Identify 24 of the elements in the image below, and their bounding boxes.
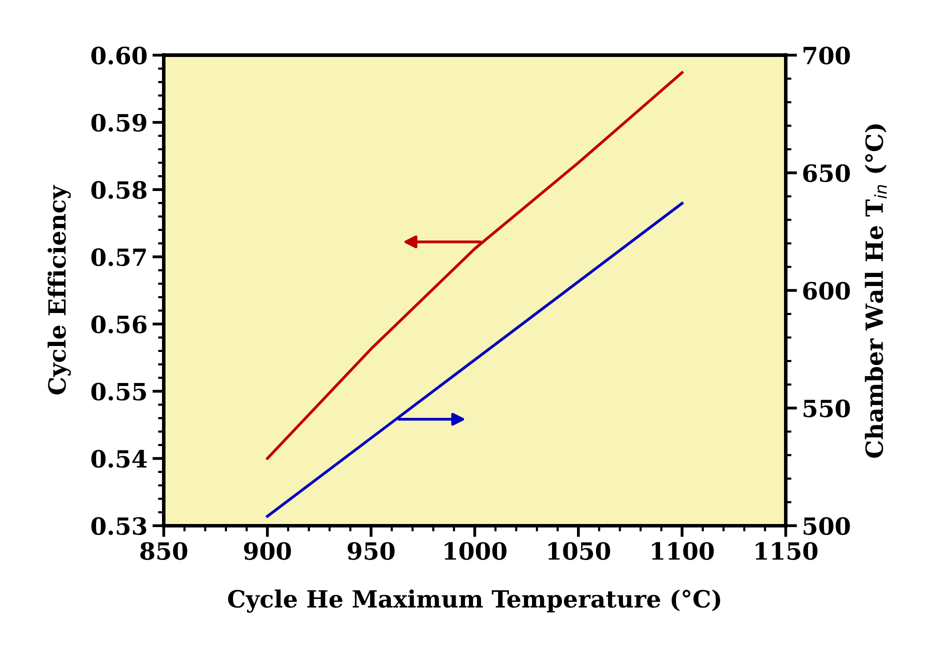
y-tick-label: 0.57 — [91, 248, 146, 266]
y-tick-label: 0.55 — [91, 382, 146, 401]
x-tick-label: 900 — [244, 542, 291, 560]
y2-tick-label: 700 — [804, 46, 850, 64]
x-tick-label: 850 — [140, 542, 188, 560]
y-tick-label: 0.53 — [91, 517, 146, 535]
y-tick-label: 0.59 — [91, 114, 146, 132]
y-tick-label: 0.56 — [91, 315, 146, 334]
y2-tick-label: 600 — [803, 282, 850, 300]
x-tick-label: 1050 — [548, 542, 610, 560]
y-axis-title: Cycle Efficiency — [48, 184, 71, 394]
y-tick-label: 0.58 — [91, 181, 146, 199]
x-tick-label: 1100 — [652, 542, 714, 560]
x-tick-label: 950 — [348, 542, 395, 560]
y-tick-label: 0.60 — [91, 46, 147, 64]
x-tick-label: 1000 — [444, 542, 506, 560]
y2-tick-label: 550 — [804, 400, 850, 418]
y2-tick-label: 500 — [804, 517, 850, 535]
x-axis-title: Cycle He Maximum Temperature (°C) — [228, 590, 720, 613]
y2-axis-title: Chamber Wall He T$_{in}$ (°C) — [864, 124, 887, 458]
y2-tick-label: 650 — [803, 164, 850, 182]
y-tick-label: 0.54 — [91, 450, 147, 468]
x-tick-label: 1150 — [756, 542, 818, 560]
line-series — [266, 71, 684, 460]
